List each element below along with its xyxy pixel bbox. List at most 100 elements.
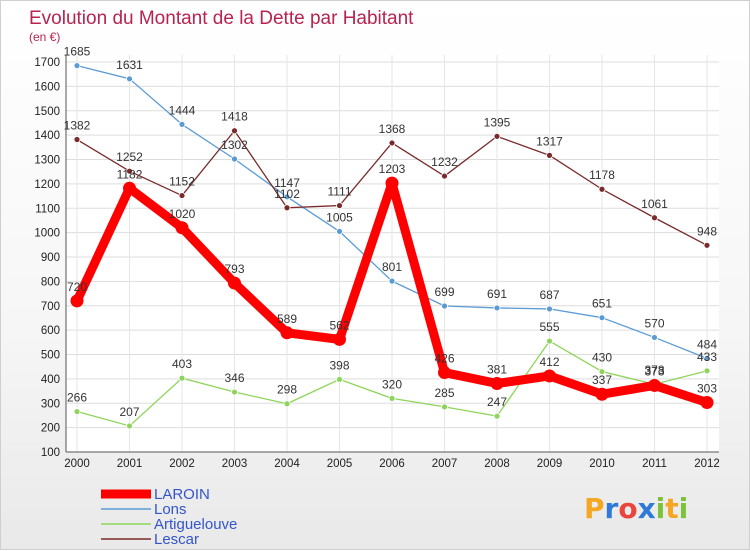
data-point-lons bbox=[493, 304, 501, 312]
data-point-lescar bbox=[546, 151, 553, 159]
logo-letter: o bbox=[618, 492, 637, 525]
data-label-laroin: 1203 bbox=[379, 162, 406, 176]
data-point-laroin bbox=[228, 276, 241, 290]
data-point-lescar bbox=[441, 172, 448, 180]
y-tick-label: 900 bbox=[41, 252, 60, 264]
data-point-lons bbox=[703, 354, 711, 362]
data-label-laroin: 589 bbox=[277, 312, 297, 326]
data-point-artiguelouve bbox=[73, 408, 81, 415]
data-point-lescar bbox=[178, 192, 186, 199]
x-tick-label: 2009 bbox=[537, 458, 563, 470]
x-tick-label: 2004 bbox=[274, 458, 300, 470]
data-label-lons: 570 bbox=[644, 316, 664, 330]
chart-title: Evolution du Montant de la Dette par Hab… bbox=[29, 8, 414, 29]
data-label-lescar: 1111 bbox=[327, 185, 351, 199]
data-label-artiguelouve: 346 bbox=[224, 371, 244, 385]
data-label-lescar: 1061 bbox=[641, 197, 668, 211]
series bbox=[70, 62, 714, 430]
y-tick-label: 300 bbox=[41, 398, 60, 410]
data-point-laroin bbox=[280, 326, 294, 340]
data-label-lons: 699 bbox=[434, 285, 454, 299]
data-label-artiguelouve: 398 bbox=[329, 358, 349, 372]
data-point-artiguelouve bbox=[283, 400, 291, 408]
x-tick-label: 2001 bbox=[117, 458, 143, 470]
legend-label-lons: Lons bbox=[154, 501, 187, 518]
data-label-artiguelouve: 320 bbox=[382, 377, 402, 391]
data-label-artiguelouve: 285 bbox=[434, 386, 454, 400]
data-label-laroin: 303 bbox=[697, 382, 717, 396]
y-tick-label: 1000 bbox=[34, 228, 60, 240]
y-tick-label: 1400 bbox=[34, 130, 60, 142]
data-point-artiguelouve bbox=[441, 403, 448, 411]
data-label-artiguelouve: 433 bbox=[697, 350, 717, 364]
y-tick-label: 100 bbox=[41, 447, 60, 459]
data-label-artiguelouve: 298 bbox=[277, 383, 297, 397]
y-tick-label: 1500 bbox=[34, 106, 60, 118]
logo-letter: P bbox=[584, 492, 605, 525]
data-point-lons bbox=[546, 305, 553, 313]
data-label-lescar: 1152 bbox=[169, 175, 195, 189]
data-point-artiguelouve bbox=[546, 337, 553, 345]
y-tick-label: 500 bbox=[41, 350, 60, 362]
legend-label-artiguelouve: Artiguelouve bbox=[154, 516, 237, 533]
data-point-lons bbox=[126, 75, 133, 83]
data-label-lons: 484 bbox=[697, 337, 717, 351]
data-point-laroin bbox=[438, 366, 451, 380]
data-point-artiguelouve bbox=[231, 388, 238, 396]
x-tick-label: 2006 bbox=[379, 458, 405, 470]
x-tick-label: 2010 bbox=[589, 458, 615, 470]
logo-letter: i bbox=[679, 492, 689, 525]
x-tick-label: 2002 bbox=[169, 458, 195, 470]
x-tick-label: 2011 bbox=[642, 458, 667, 470]
data-point-lons bbox=[283, 193, 291, 201]
data-label-lons: 801 bbox=[382, 260, 402, 274]
y-tick-label: 700 bbox=[41, 301, 60, 313]
data-point-lescar bbox=[651, 214, 658, 222]
data-label-lescar: 1395 bbox=[484, 115, 511, 129]
logo-letter: x bbox=[638, 492, 656, 525]
data-label-artiguelouve: 403 bbox=[172, 357, 192, 371]
data-point-lons bbox=[231, 155, 238, 163]
data-point-lescar bbox=[493, 132, 501, 140]
y-tick-label: 200 bbox=[41, 423, 60, 435]
data-point-laroin bbox=[595, 387, 609, 401]
data-label-artiguelouve: 207 bbox=[119, 405, 139, 419]
data-label-lescar: 1232 bbox=[431, 155, 458, 169]
data-label-lescar: 1418 bbox=[221, 110, 248, 124]
data-label-lons: 1631 bbox=[116, 58, 143, 72]
legend-label-lescar: Lescar bbox=[154, 531, 199, 548]
data-point-laroin bbox=[333, 332, 346, 346]
data-point-laroin bbox=[385, 176, 399, 190]
data-label-laroin: 373 bbox=[644, 364, 664, 378]
x-tick-label: 2008 bbox=[484, 458, 510, 470]
data-label-laroin: 381 bbox=[487, 363, 507, 377]
proxiti-logo: Proxiti bbox=[584, 492, 688, 525]
x-tick-label: 2005 bbox=[327, 458, 353, 470]
logo-letter: t bbox=[665, 492, 678, 525]
x-tick-label: 2000 bbox=[64, 458, 90, 470]
data-point-artiguelouve bbox=[126, 422, 133, 430]
data-label-laroin: 793 bbox=[224, 262, 244, 276]
y-tick-label: 1700 bbox=[34, 57, 60, 69]
data-label-lons: 1444 bbox=[169, 103, 196, 117]
axes: 100 200 300 400 500 600 700 800 900 1000 1100 1200 1… bbox=[34, 55, 720, 470]
data-point-artiguelouve bbox=[178, 374, 186, 382]
data-point-laroin bbox=[123, 181, 136, 195]
data-point-lons bbox=[598, 314, 606, 322]
data-label-lescar: 948 bbox=[697, 224, 717, 238]
data-point-lescar bbox=[73, 136, 81, 143]
y-tick-label: 400 bbox=[41, 374, 60, 386]
data-point-lescar bbox=[388, 139, 396, 147]
data-point-artiguelouve bbox=[388, 394, 396, 402]
data-label-laroin: 426 bbox=[434, 352, 454, 366]
data-label-lons: 1005 bbox=[326, 210, 353, 224]
data-label-lescar: 1382 bbox=[64, 119, 91, 133]
data-point-lons bbox=[73, 62, 81, 70]
data-label-lons: 691 bbox=[487, 287, 507, 301]
data-label-lescar: 1368 bbox=[379, 122, 406, 136]
data-point-laroin bbox=[648, 378, 661, 392]
data-label-laroin: 337 bbox=[592, 373, 612, 387]
